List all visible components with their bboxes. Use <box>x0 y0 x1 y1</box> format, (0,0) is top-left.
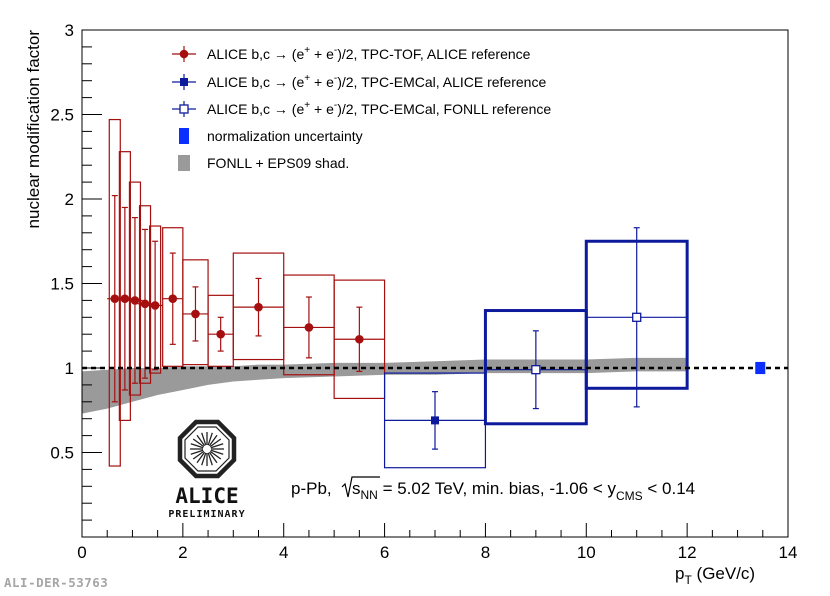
logo-ray-13 <box>196 434 206 447</box>
marker-0-3 <box>140 299 150 309</box>
logo-ray-18 <box>209 438 222 448</box>
marker-0-6 <box>191 309 200 319</box>
stat-error-bars-layer <box>107 195 688 450</box>
alice-logo-octagon <box>177 419 237 479</box>
legend-label-4: FONLL + EPS09 shad. <box>207 155 349 171</box>
legend-item-2: ALICE b,c → (e+ + e-)/2, TPC-EMCal, FONL… <box>172 100 551 117</box>
axis-ticks-layer: 0 2 4 6 8 10 12 14 0.5 1 1.5 2 2.5 3 <box>50 21 797 562</box>
x-tick-label-0: 0 <box>77 543 86 562</box>
y-tick-label-2.5: 2.5 <box>50 106 74 125</box>
x-tick-label-12: 12 <box>678 543 697 562</box>
y-tick-label-1: 1 <box>65 359 74 378</box>
x-tick-label-6: 6 <box>380 543 389 562</box>
marker-0-10 <box>355 334 364 344</box>
logo-ray-4 <box>207 452 213 466</box>
logo-ray-8 <box>192 450 205 460</box>
x-tick-label-2: 2 <box>178 543 187 562</box>
data-markers-layer <box>110 294 766 425</box>
collision-annotation: p-Pb, sNN = 5.02 TeV, min. bias, -1.06 <… <box>291 476 695 503</box>
sqrt-sign <box>341 476 380 498</box>
svg-text:p-Pb,: p-Pb, <box>291 479 332 498</box>
logo-ray-9 <box>190 449 204 455</box>
sys-box-0-4 <box>149 225 162 374</box>
logo-ray-16 <box>207 432 213 446</box>
marker-0-2 <box>130 296 140 305</box>
chart-legend: ALICE b,c → (e+ + e-)/2, TPC-TOF, ALICE … <box>172 45 551 171</box>
sys-box-0-2 <box>128 181 142 396</box>
legend-label-3: normalization uncertainty <box>207 128 363 144</box>
marker-2-1 <box>632 312 642 322</box>
sys-box-0-1 <box>118 151 131 421</box>
logo-ray-2 <box>209 450 222 460</box>
logo-ray-12 <box>192 438 205 448</box>
legend-item-4: FONLL + EPS09 shad. <box>178 155 349 171</box>
logo-ray-1 <box>210 449 224 455</box>
systematic-boxes-layer <box>108 118 689 469</box>
logo-subtitle: PRELIMINARY <box>168 509 245 520</box>
sys-box-0-3 <box>138 205 152 384</box>
logo-ray-7 <box>196 451 206 464</box>
y-tick-label-1.5: 1.5 <box>50 275 74 294</box>
y-tick-label-0.5: 0.5 <box>50 444 74 463</box>
legend-item-3: normalization uncertainty <box>179 128 363 144</box>
legend-label-1: ALICE b,c → (e+ + e-)/2, TPC-EMCal, ALIC… <box>207 73 546 90</box>
logo-ray-11 <box>190 443 204 449</box>
marker-2-0 <box>531 365 541 375</box>
y-axis-title: nuclear modification factor <box>24 30 43 229</box>
marker-0-0 <box>110 294 120 304</box>
marker-0-7 <box>216 329 225 339</box>
logo-word: ALICE <box>175 484 238 508</box>
x-tick-label-8: 8 <box>481 543 490 562</box>
logo-ray-3 <box>208 451 218 464</box>
x-tick-label-14: 14 <box>779 543 798 562</box>
legend-marker-2 <box>179 104 189 114</box>
svg-text:sNN = 5.02 TeV, min. bias, -1.: sNN = 5.02 TeV, min. bias, -1.06 < yCMS … <box>352 479 695 503</box>
legend-marker-4 <box>178 155 190 171</box>
x-tick-label-4: 4 <box>279 543 288 562</box>
legend-label-2: ALICE b,c → (e+ + e-)/2, TPC-EMCal, FONL… <box>207 100 551 117</box>
x-axis-title: pT (GeV/c) <box>675 564 755 587</box>
legend-item-1: ALICE b,c → (e+ + e-)/2, TPC-EMCal, ALIC… <box>172 73 546 90</box>
legend-marker-0 <box>179 49 189 59</box>
marker-0-4 <box>150 301 160 310</box>
marker-0-9 <box>304 323 314 332</box>
marker-0-8 <box>254 302 263 312</box>
figure-id: ALI-DER-53763 <box>4 575 109 590</box>
logo-ray-6 <box>201 452 207 466</box>
legend-marker-1 <box>180 78 188 86</box>
normalization-uncertainty-box <box>755 361 766 375</box>
marker-0-1 <box>120 294 130 304</box>
marker-1-0 <box>431 416 439 425</box>
marker-0-5 <box>168 294 178 304</box>
logo-ray-19 <box>210 443 224 449</box>
legend-marker-3 <box>179 128 189 144</box>
legend-label-0: ALICE b,c → (e+ + e-)/2, TPC-TOF, ALICE … <box>207 45 531 62</box>
alice-logo: ALICE PRELIMINARY <box>168 419 245 520</box>
y-tick-label-2: 2 <box>65 190 74 209</box>
logo-ray-17 <box>208 434 218 447</box>
sys-box-0-0 <box>108 118 121 467</box>
x-tick-label-10: 10 <box>577 543 596 562</box>
legend-item-0: ALICE b,c → (e+ + e-)/2, TPC-TOF, ALICE … <box>172 45 531 62</box>
logo-ray-14 <box>201 432 207 446</box>
y-tick-label-3: 3 <box>65 21 74 40</box>
